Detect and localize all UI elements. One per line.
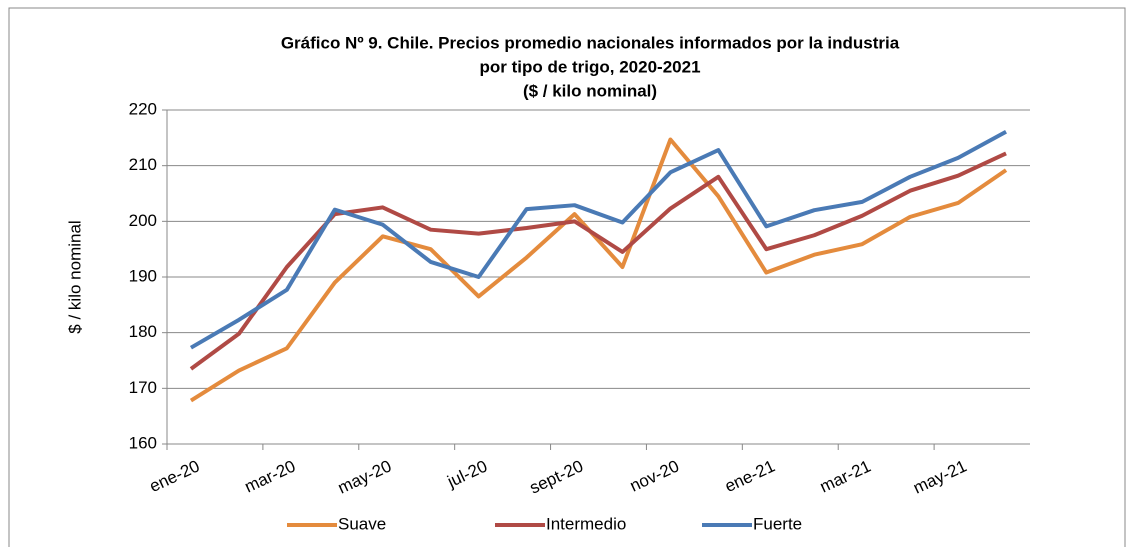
y-tick-label: 190 <box>129 266 157 285</box>
y-tick-label: 180 <box>129 322 157 341</box>
y-tick-label: 170 <box>129 378 157 397</box>
y-tick-label: 210 <box>129 155 157 174</box>
chart-title: ($ / kilo nominal) <box>523 81 657 100</box>
y-tick-label: 200 <box>129 211 157 230</box>
y-tick-label: 160 <box>129 433 157 452</box>
chart-title: por tipo de trigo, 2020-2021 <box>479 57 700 76</box>
series-line <box>189 137 1008 403</box>
legend-label: Suave <box>338 514 386 533</box>
y-axis-label: $ / kilo nominal <box>65 220 84 333</box>
series-line <box>189 129 1007 350</box>
legend-label: Intermedio <box>546 514 626 533</box>
y-tick-label: 220 <box>129 99 157 118</box>
legend-label: Fuerte <box>753 514 802 533</box>
chart-title: Gráfico Nº 9. Chile. Precios promedio na… <box>281 33 900 52</box>
